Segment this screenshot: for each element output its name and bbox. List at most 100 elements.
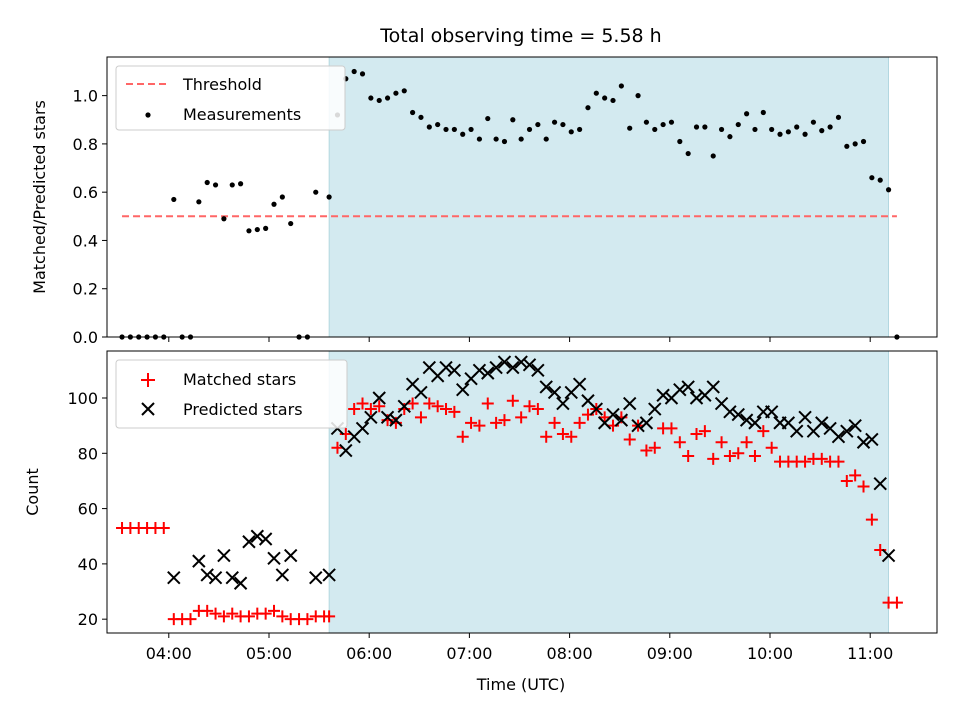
measurement-point — [485, 115, 491, 122]
measurement-point — [418, 114, 424, 120]
measurement-point — [610, 97, 616, 104]
matched-star-point — [498, 414, 511, 427]
observing-window-bottom — [328, 350, 889, 634]
measurement-point — [171, 196, 177, 203]
y-tick-label: 100 — [67, 389, 98, 408]
predicted-star-point — [439, 360, 453, 375]
matched-star-point — [423, 397, 436, 410]
matched-star-point — [506, 394, 519, 407]
matched-star-point — [440, 403, 453, 416]
predicted-star-point — [372, 391, 386, 405]
y-tick-label: 20 — [78, 610, 98, 629]
measurement-point — [777, 131, 783, 137]
measurement-point — [510, 117, 516, 123]
measurement-point — [351, 68, 357, 75]
measurement-point — [254, 226, 260, 233]
measurement-point — [760, 109, 766, 116]
measurement-point — [288, 220, 294, 227]
measurement-point — [577, 126, 583, 133]
measurement-point — [635, 93, 641, 99]
predicted-star-point — [531, 363, 545, 378]
predicted-star-point — [192, 554, 206, 568]
matched-star-point — [531, 403, 544, 416]
measurements-legend-label: Measurements — [183, 105, 301, 124]
matched-star-point — [849, 469, 862, 482]
x-tick-label: 06:00 — [346, 644, 392, 663]
measurement-point — [313, 189, 319, 195]
measurement-point — [627, 125, 633, 131]
x-tick-label: 05:00 — [246, 644, 292, 663]
matched-star-point — [301, 613, 314, 626]
y-tick-label: 0.6 — [73, 183, 98, 202]
predicted-star-point — [681, 380, 695, 394]
x-tick-label: 09:00 — [647, 644, 693, 663]
predicted-star-point — [631, 418, 645, 433]
bottom-x-axis: 04:00 05:00 06:00 07:00 08:00 09:00 10:00 11:00 — [146, 633, 893, 663]
measurement-point — [426, 124, 432, 130]
predicted-star-point — [200, 568, 214, 582]
predicted-star-point — [656, 388, 670, 402]
predicted-star-point — [623, 396, 637, 411]
measurement-point — [246, 228, 252, 234]
predicted-star-point — [856, 435, 871, 449]
predicted-star-point — [389, 413, 403, 427]
x-tick-label: 04:00 — [146, 644, 192, 663]
matched-star-point — [815, 452, 828, 465]
matched-star-point — [481, 397, 494, 410]
matched-star-point — [840, 474, 853, 487]
shaded-interval — [328, 56, 889, 338]
top-y-axis: 0.0 0.2 0.4 0.6 0.8 1.0 — [73, 87, 107, 347]
predicted-star-point — [547, 385, 562, 400]
measurement-point — [476, 136, 483, 142]
matched-star-point — [414, 411, 427, 424]
measurement-point — [668, 119, 675, 125]
matched-star-point — [373, 400, 386, 413]
measurement-point — [885, 187, 892, 193]
measurement-point — [410, 109, 416, 116]
matched-star-point — [226, 607, 239, 620]
predicted-star-point — [514, 355, 528, 369]
measurements-legend-swatch — [145, 112, 151, 118]
matched-star-point — [523, 400, 536, 413]
measurement-point — [368, 95, 374, 101]
predicted-star-point — [481, 366, 495, 380]
matched-star-point — [217, 610, 230, 623]
predicted-star-point — [355, 421, 370, 436]
predicted-star-point — [748, 416, 762, 430]
top-y-axis-label: Matched/Predicted stars — [30, 100, 49, 294]
measurement-point — [685, 150, 691, 157]
measurement-point — [810, 119, 817, 125]
matched-star-point — [799, 455, 812, 468]
measurement-point — [593, 90, 599, 96]
y-tick-label: 0.0 — [73, 328, 98, 347]
matched-star-point — [556, 427, 569, 440]
predicted-star-point — [208, 570, 223, 585]
measurement-point — [652, 126, 658, 133]
top-legend: Threshold Measurements — [115, 65, 346, 131]
matched-star-point — [431, 400, 444, 413]
predicted-star-point — [873, 476, 887, 491]
matched-star-point — [259, 607, 272, 620]
measurement-point — [196, 199, 202, 205]
predicted-legend-swatch — [141, 402, 155, 416]
measurement-point — [877, 177, 883, 183]
matched-star-point — [890, 596, 903, 609]
predicted-star-point — [815, 416, 829, 430]
measurement-point — [802, 131, 808, 137]
predicted-star-point — [865, 432, 879, 447]
matched-star-point — [465, 416, 478, 429]
predicted-star-point — [689, 391, 704, 405]
matched-star-point — [157, 521, 170, 534]
measurement-point — [526, 126, 533, 133]
top-plot-frame — [106, 56, 938, 338]
measurement-point — [618, 83, 624, 89]
matched-star-point — [765, 441, 778, 454]
predicted-star-point — [840, 424, 854, 438]
matched-star-point — [448, 405, 461, 418]
measurement-point — [543, 136, 549, 142]
measurement-point — [212, 182, 219, 188]
matched-stars-points — [116, 394, 903, 626]
measurement-point — [359, 71, 366, 77]
measurement-point — [401, 88, 407, 94]
matched-star-point — [548, 416, 561, 429]
